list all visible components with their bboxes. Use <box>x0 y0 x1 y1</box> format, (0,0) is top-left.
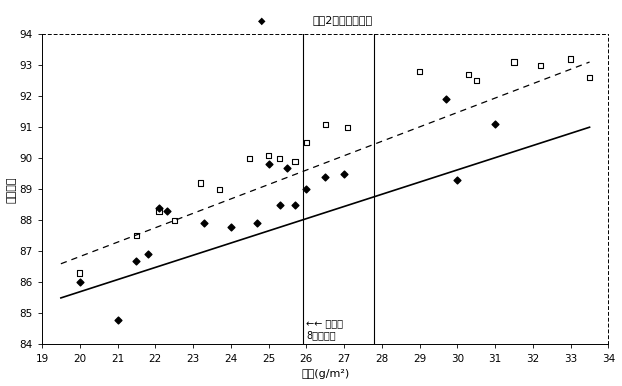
Point <box>471 78 481 84</box>
Point <box>509 59 519 65</box>
Point <box>290 202 300 208</box>
Point <box>196 180 206 186</box>
Point <box>282 164 292 171</box>
Point <box>275 202 285 208</box>
Point <box>113 317 123 323</box>
Point <box>200 220 210 227</box>
Point <box>264 161 274 168</box>
Point <box>339 171 349 177</box>
Text: ←← 顏料が
8％少ない: ←← 顏料が 8％少ない <box>306 318 343 340</box>
Point <box>464 71 474 78</box>
Point <box>290 158 300 164</box>
Point <box>131 233 141 239</box>
Point <box>320 174 330 180</box>
Point <box>253 220 262 227</box>
Point <box>154 208 164 214</box>
Point <box>131 257 141 264</box>
Point <box>154 205 164 211</box>
Point <box>565 56 575 62</box>
Point <box>452 177 462 183</box>
Point <box>320 121 330 127</box>
Point <box>415 68 425 74</box>
Point <box>441 96 451 102</box>
Point <box>275 155 285 161</box>
Point <box>264 152 274 158</box>
Point <box>585 74 595 81</box>
Point <box>215 186 225 192</box>
Point <box>162 208 172 214</box>
Point <box>301 140 311 146</box>
Point <box>536 62 545 68</box>
Point <box>244 155 254 161</box>
Text: ◆: ◆ <box>258 15 265 25</box>
Point <box>169 217 179 223</box>
Point <box>75 270 85 276</box>
X-axis label: 顏料(g/m²): 顏料(g/m²) <box>301 369 350 379</box>
Point <box>226 223 236 230</box>
Point <box>143 251 153 257</box>
Point <box>301 186 311 192</box>
Text: 標渗2・工場試験品: 標渗2・工場試験品 <box>312 15 372 25</box>
Y-axis label: 不透明度: 不透明度 <box>7 176 17 203</box>
Point <box>75 279 85 286</box>
Point <box>343 124 353 130</box>
Point <box>490 121 500 127</box>
